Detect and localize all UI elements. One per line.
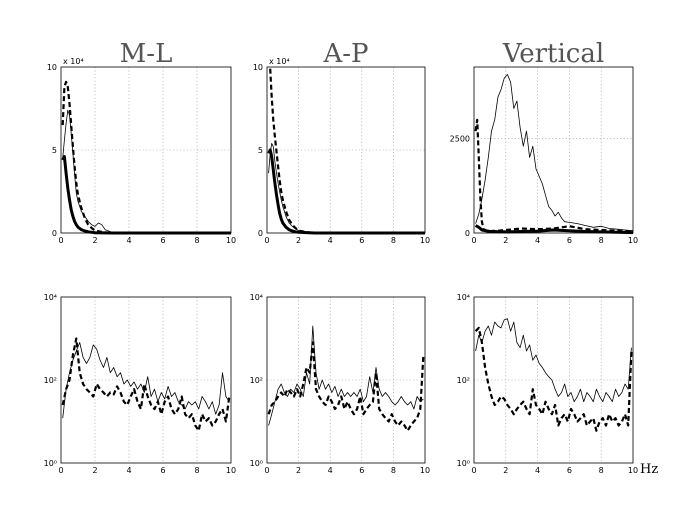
x-tick-label: 8 bbox=[599, 236, 604, 245]
series-line-thick bbox=[267, 148, 425, 235]
x-tick-label: 8 bbox=[194, 466, 199, 475]
axes-frame bbox=[60, 296, 232, 464]
x-tick-label: 2 bbox=[503, 466, 508, 475]
axes-frame bbox=[266, 66, 426, 234]
y-tick-label: 0 bbox=[52, 229, 57, 238]
y-tick-label: 10² bbox=[44, 376, 57, 385]
axes-frame bbox=[473, 66, 634, 234]
series-line-dashed bbox=[267, 341, 425, 432]
y-tick-label: 10⁰ bbox=[250, 459, 263, 468]
x-tick-label: 4 bbox=[126, 466, 131, 475]
x-tick-label: 4 bbox=[535, 466, 540, 475]
x-tick-label: 0 bbox=[264, 236, 269, 245]
y-tick-label: 10² bbox=[457, 376, 470, 385]
series-line-thin bbox=[475, 318, 632, 403]
y-tick-label: 10⁴ bbox=[250, 293, 263, 302]
y-tick-label: 0 bbox=[258, 229, 263, 238]
y-tick-label: 10⁰ bbox=[44, 459, 57, 468]
x-tick-label: 10 bbox=[628, 236, 638, 245]
y-exponent-label: x 10⁴ bbox=[63, 57, 84, 66]
y-exponent-label: x 10⁴ bbox=[269, 57, 290, 66]
x-tick-label: 0 bbox=[471, 466, 476, 475]
series-line-dashed bbox=[61, 80, 231, 235]
x-tick-label: 0 bbox=[471, 236, 476, 245]
chart-panel-1: 0 2 4 6 8 10 0 5 10 x 10⁴ M-L bbox=[47, 39, 236, 245]
chart-panel-6: 0 2 4 6 8 10 10⁰ 10² 10⁴ Hz bbox=[457, 293, 659, 477]
x-tick-label: 10 bbox=[628, 466, 638, 475]
y-tick-label: 10⁴ bbox=[44, 293, 57, 302]
x-tick-label: 2 bbox=[92, 236, 97, 245]
x-tick-label: 10 bbox=[226, 236, 236, 245]
y-tick-label: 5 bbox=[52, 146, 57, 155]
panel-title: M-L bbox=[120, 39, 173, 69]
x-tick-label: 6 bbox=[160, 466, 165, 475]
axes-frame bbox=[266, 296, 426, 464]
y-tick-label: 10 bbox=[47, 63, 57, 72]
y-tick-label: 2500 bbox=[450, 135, 470, 144]
chart-panel-5: 0 2 4 6 8 10 10⁰ 10² 10⁴ bbox=[250, 293, 430, 475]
x-tick-label: 4 bbox=[126, 236, 131, 245]
y-tick-label: 0 bbox=[465, 229, 470, 238]
axes-frame bbox=[473, 296, 634, 464]
x-tick-label: 4 bbox=[328, 466, 333, 475]
series-line-thin bbox=[62, 109, 231, 234]
x-tick-label: 8 bbox=[599, 466, 604, 475]
panel-title: A-P bbox=[322, 39, 368, 69]
series-line-dashed bbox=[269, 68, 425, 235]
series-line-thin bbox=[268, 325, 424, 426]
axes-frame bbox=[60, 66, 232, 234]
x-tick-label: 6 bbox=[567, 466, 572, 475]
x-tick-label: 6 bbox=[359, 236, 364, 245]
y-tick-label: 10² bbox=[250, 376, 263, 385]
series-line-thin bbox=[475, 74, 634, 232]
x-tick-label: 2 bbox=[92, 466, 97, 475]
x-tick-label: 10 bbox=[420, 236, 430, 245]
x-tick-label: 6 bbox=[567, 236, 572, 245]
x-tick-label: 10 bbox=[226, 466, 236, 475]
panel-title: Vertical bbox=[502, 39, 604, 69]
series-line-thin bbox=[62, 342, 230, 419]
y-tick-label: 5 bbox=[258, 146, 263, 155]
y-tick-label: 10⁴ bbox=[457, 293, 470, 302]
x-tick-label: 2 bbox=[296, 466, 301, 475]
y-tick-label: 10⁰ bbox=[457, 459, 470, 468]
series-line-dashed bbox=[61, 337, 231, 432]
series-line-dashed bbox=[474, 326, 633, 432]
chart-panel-3: 0 2 4 6 8 10 0 2500 Vertical bbox=[450, 39, 638, 245]
series-line-thick bbox=[61, 155, 231, 235]
x-tick-label: 4 bbox=[328, 236, 333, 245]
x-tick-label: 0 bbox=[264, 466, 269, 475]
x-tick-label: 10 bbox=[420, 466, 430, 475]
x-tick-label: 0 bbox=[58, 236, 63, 245]
series-line-thick bbox=[474, 224, 634, 235]
x-tick-label: 8 bbox=[391, 236, 396, 245]
x-tick-label: 6 bbox=[160, 236, 165, 245]
x-tick-label: 8 bbox=[391, 466, 396, 475]
x-tick-label: 8 bbox=[194, 236, 199, 245]
chart-panel-4: 0 2 4 6 8 10 10⁰ 10² 10⁴ bbox=[44, 293, 236, 475]
x-tick-label: 2 bbox=[296, 236, 301, 245]
chart-panel-2: 0 2 4 6 8 10 0 5 10 x 10⁴ A-P bbox=[253, 39, 430, 245]
x-tick-label: 0 bbox=[58, 466, 63, 475]
x-tick-label: 4 bbox=[535, 236, 540, 245]
x-tick-label: 2 bbox=[503, 236, 508, 245]
x-tick-label: 6 bbox=[359, 466, 364, 475]
x-unit-label: Hz bbox=[640, 462, 658, 477]
y-tick-label: 10 bbox=[253, 63, 263, 72]
series-line-thin bbox=[268, 142, 425, 234]
